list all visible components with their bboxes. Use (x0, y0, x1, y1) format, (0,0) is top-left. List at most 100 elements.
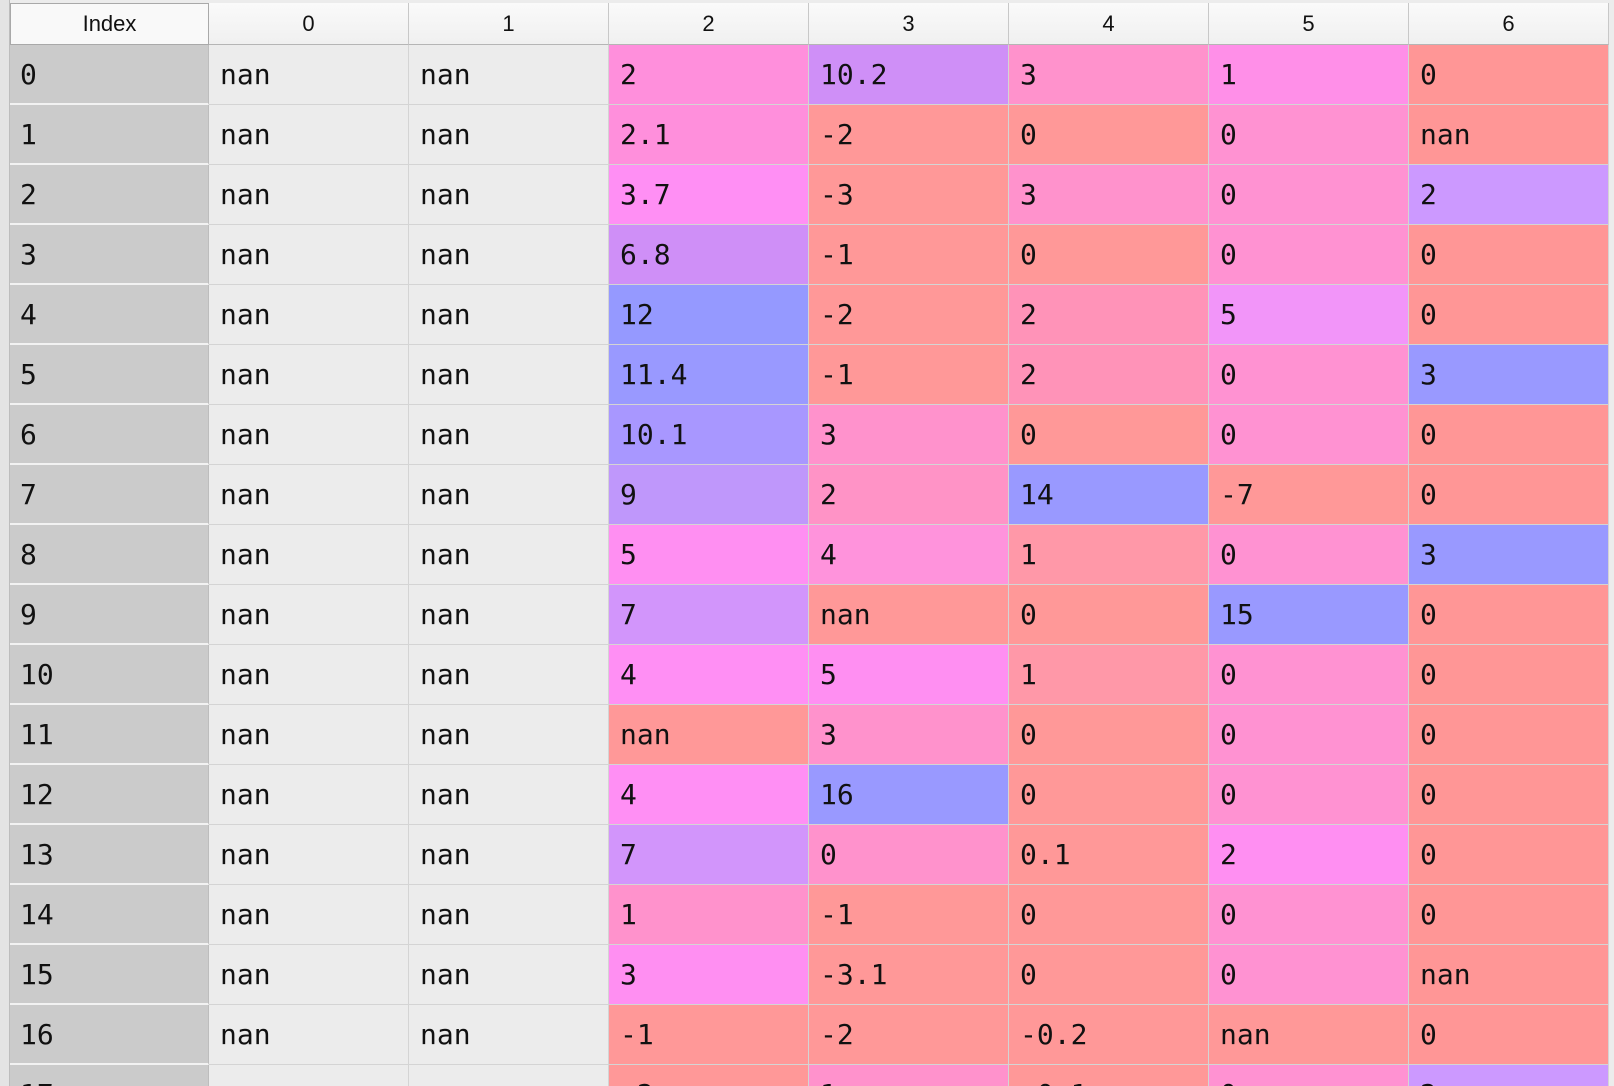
table-cell[interactable]: nan (409, 945, 609, 1005)
table-cell[interactable]: nan (209, 105, 409, 165)
table-cell[interactable]: 1 (809, 1065, 1009, 1086)
table-cell[interactable]: 7 (609, 585, 809, 645)
table-cell[interactable]: nan (1409, 105, 1609, 165)
table-cell[interactable]: nan (809, 585, 1009, 645)
table-cell[interactable]: 0 (1409, 885, 1609, 945)
table-cell[interactable]: 3 (609, 945, 809, 1005)
table-cell[interactable]: 0 (1409, 225, 1609, 285)
table-cell[interactable]: 0 (1009, 225, 1209, 285)
table-cell[interactable]: 0 (1209, 765, 1409, 825)
table-cell[interactable]: nan (209, 585, 409, 645)
table-cell[interactable]: 15 (1209, 585, 1409, 645)
row-index-8[interactable]: 8 (10, 525, 209, 585)
table-cell[interactable]: 1 (1009, 645, 1209, 705)
table-cell[interactable]: 0 (1009, 405, 1209, 465)
table-cell[interactable]: nan (209, 525, 409, 585)
table-cell[interactable]: 12 (609, 285, 809, 345)
table-cell[interactable]: 0 (1209, 225, 1409, 285)
table-cell[interactable]: nan (409, 585, 609, 645)
table-cell[interactable]: -1 (809, 225, 1009, 285)
table-cell[interactable]: 3 (1009, 45, 1209, 105)
table-cell[interactable]: 2.1 (609, 105, 809, 165)
table-cell[interactable]: 14 (1009, 465, 1209, 525)
table-cell[interactable]: nan (409, 645, 609, 705)
table-cell[interactable]: nan (409, 765, 609, 825)
table-cell[interactable]: 0 (1209, 345, 1409, 405)
table-cell[interactable]: 0 (1009, 705, 1209, 765)
table-cell[interactable]: -0.1 (1009, 1065, 1209, 1086)
table-cell[interactable]: 0 (1409, 705, 1609, 765)
table-cell[interactable]: 0 (1009, 945, 1209, 1005)
table-cell[interactable]: 0 (1209, 1065, 1409, 1086)
table-cell[interactable]: nan (409, 45, 609, 105)
table-cell[interactable]: 0 (1409, 1005, 1609, 1065)
table-cell[interactable]: -2 (809, 105, 1009, 165)
table-cell[interactable]: nan (209, 405, 409, 465)
table-cell[interactable]: nan (409, 345, 609, 405)
table-cell[interactable]: 16 (809, 765, 1009, 825)
table-cell[interactable]: 0 (1209, 885, 1409, 945)
table-cell[interactable]: nan (609, 705, 809, 765)
table-cell[interactable]: nan (409, 825, 609, 885)
table-cell[interactable]: 3 (1409, 345, 1609, 405)
table-cell[interactable]: 0 (1409, 405, 1609, 465)
table-cell[interactable]: -2 (809, 285, 1009, 345)
table-cell[interactable]: 2 (609, 45, 809, 105)
table-cell[interactable]: 0 (1209, 705, 1409, 765)
row-index-13[interactable]: 13 (10, 825, 209, 885)
table-cell[interactable]: 0 (1009, 885, 1209, 945)
table-cell[interactable]: 2 (1009, 285, 1209, 345)
table-cell[interactable]: 10.2 (809, 45, 1009, 105)
table-cell[interactable]: 2 (1409, 165, 1609, 225)
table-cell[interactable]: 4 (809, 525, 1009, 585)
table-cell[interactable]: nan (409, 705, 609, 765)
table-cell[interactable]: 0 (1209, 525, 1409, 585)
table-cell[interactable]: nan (209, 945, 409, 1005)
row-index-14[interactable]: 14 (10, 885, 209, 945)
table-cell[interactable]: 0 (1409, 585, 1609, 645)
table-cell[interactable]: 0 (1009, 765, 1209, 825)
column-header-4[interactable]: 4 (1009, 3, 1209, 45)
table-cell[interactable]: nan (209, 825, 409, 885)
table-cell[interactable]: 0 (1409, 285, 1609, 345)
table-cell[interactable]: 0 (1409, 765, 1609, 825)
table-cell[interactable]: 0 (1409, 645, 1609, 705)
table-cell[interactable] (209, 1065, 409, 1086)
table-cell[interactable]: 11.4 (609, 345, 809, 405)
table-cell[interactable]: 0 (1209, 405, 1409, 465)
table-cell[interactable]: 1 (1009, 525, 1209, 585)
table-cell[interactable]: -3 (809, 165, 1009, 225)
table-cell[interactable]: nan (209, 765, 409, 825)
row-index-6[interactable]: 6 (10, 405, 209, 465)
table-cell[interactable]: 0.1 (1009, 825, 1209, 885)
table-cell[interactable]: 5 (809, 645, 1009, 705)
table-cell[interactable]: 1 (609, 885, 809, 945)
table-cell[interactable]: 3 (809, 705, 1009, 765)
table-cell[interactable]: 0 (1009, 585, 1209, 645)
table-cell[interactable]: -7 (1209, 465, 1409, 525)
row-index-7[interactable]: 7 (10, 465, 209, 525)
row-index-4[interactable]: 4 (10, 285, 209, 345)
table-cell[interactable]: -1 (809, 885, 1009, 945)
row-index-17[interactable]: 17 (10, 1065, 209, 1086)
table-cell[interactable]: 0 (809, 825, 1009, 885)
table-cell[interactable]: nan (209, 1005, 409, 1065)
table-cell[interactable]: nan (409, 885, 609, 945)
column-header-5[interactable]: 5 (1209, 3, 1409, 45)
table-cell[interactable]: 10.1 (609, 405, 809, 465)
table-cell[interactable]: nan (409, 105, 609, 165)
table-cell[interactable] (409, 1065, 609, 1086)
table-cell[interactable]: nan (409, 1005, 609, 1065)
table-cell[interactable]: nan (209, 165, 409, 225)
table-cell[interactable]: 2 (1209, 825, 1409, 885)
column-header-3[interactable]: 3 (809, 3, 1009, 45)
table-cell[interactable]: -1 (809, 345, 1009, 405)
row-index-16[interactable]: 16 (10, 1005, 209, 1065)
table-cell[interactable]: 4 (609, 765, 809, 825)
table-cell[interactable]: 0 (1209, 105, 1409, 165)
column-header-6[interactable]: 6 (1409, 3, 1609, 45)
row-index-5[interactable]: 5 (10, 345, 209, 405)
table-cell[interactable]: nan (409, 465, 609, 525)
row-index-2[interactable]: 2 (10, 165, 209, 225)
table-cell[interactable]: -3.1 (809, 945, 1009, 1005)
